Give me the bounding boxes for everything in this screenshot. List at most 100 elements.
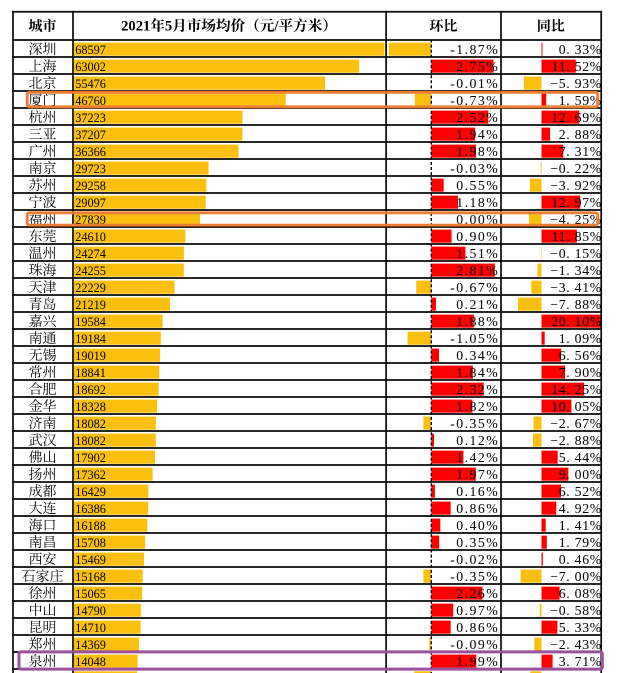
svg-text:−0. 15%: −0. 15%: [550, 246, 602, 261]
svg-text:4. 92%: 4. 92%: [559, 501, 602, 516]
svg-text:2.52%: 2.52%: [456, 110, 499, 125]
svg-text:0. 46%: 0. 46%: [559, 552, 602, 567]
svg-text:0.86%: 0.86%: [456, 620, 499, 635]
svg-text:0.90%: 0.90%: [456, 229, 499, 244]
svg-text:-1.05%: -1.05%: [450, 331, 499, 346]
svg-text:9. 00%: 9. 00%: [559, 467, 602, 482]
svg-text:-0.01%: -0.01%: [450, 76, 499, 91]
svg-text:1. 09%: 1. 09%: [559, 331, 602, 346]
svg-text:5. 44%: 5. 44%: [559, 450, 602, 465]
svg-text:0. 33%: 0. 33%: [559, 42, 602, 57]
svg-text:0.55%: 0.55%: [456, 178, 499, 193]
svg-text:37207: 37207: [75, 128, 106, 142]
svg-text:-0.03%: -0.03%: [450, 161, 499, 176]
svg-text:1.82%: 1.82%: [456, 399, 499, 414]
svg-text:16429: 16429: [75, 485, 106, 499]
svg-text:1.84%: 1.84%: [456, 365, 499, 380]
svg-text:15469: 15469: [75, 553, 106, 567]
svg-text:1.42%: 1.42%: [456, 450, 499, 465]
svg-text:11. 85%: 11. 85%: [552, 229, 602, 244]
svg-text:19184: 19184: [75, 332, 106, 346]
svg-text:/: /: [273, 19, 279, 35]
svg-text:15708: 15708: [75, 536, 106, 550]
svg-text:6. 08%: 6. 08%: [559, 586, 602, 601]
svg-text:16188: 16188: [75, 519, 106, 533]
svg-text:-0.09%: -0.09%: [450, 637, 499, 652]
svg-text:−2. 67%: −2. 67%: [550, 416, 602, 431]
svg-text:-0.73%: -0.73%: [450, 93, 499, 108]
svg-text:18841: 18841: [75, 366, 106, 380]
svg-text:−3. 41%: −3. 41%: [550, 280, 602, 295]
svg-text:18082: 18082: [75, 417, 106, 431]
svg-text:18082: 18082: [75, 434, 106, 448]
svg-text:1.98%: 1.98%: [456, 144, 499, 159]
svg-text:-1.87%: -1.87%: [450, 42, 499, 57]
svg-text:3. 71%: 3. 71%: [559, 654, 602, 669]
svg-text:1.51%: 1.51%: [456, 246, 499, 261]
svg-text:24274: 24274: [75, 247, 106, 261]
svg-text:14790: 14790: [75, 604, 106, 618]
svg-text:−3. 92%: −3. 92%: [550, 178, 602, 193]
svg-text:-0.02%: -0.02%: [450, 552, 499, 567]
svg-text:14710: 14710: [75, 621, 106, 635]
svg-text:2.81%: 2.81%: [456, 263, 499, 278]
svg-text:46760: 46760: [75, 94, 106, 108]
svg-text:2.26%: 2.26%: [456, 586, 499, 601]
svg-text:18328: 18328: [75, 400, 106, 414]
svg-text:14048: 14048: [75, 655, 106, 669]
svg-text:−0. 22%: −0. 22%: [550, 161, 602, 176]
svg-text:1. 59%: 1. 59%: [559, 93, 602, 108]
svg-text:0.40%: 0.40%: [456, 518, 499, 533]
svg-text:17902: 17902: [75, 451, 106, 465]
svg-text:1.18%: 1.18%: [456, 195, 499, 210]
svg-text:15168: 15168: [75, 570, 106, 584]
svg-text:63002: 63002: [75, 60, 106, 74]
svg-text:−2. 43%: −2. 43%: [550, 637, 602, 652]
svg-text:29097: 29097: [75, 196, 106, 210]
svg-text:-0.35%: -0.35%: [450, 416, 499, 431]
svg-text:0.12%: 0.12%: [456, 433, 499, 448]
svg-text:5: 5: [165, 19, 172, 35]
svg-text:7. 90%: 7. 90%: [559, 365, 602, 380]
svg-text:0.34%: 0.34%: [456, 348, 499, 363]
svg-text:2.32%: 2.32%: [456, 382, 499, 397]
svg-text:12. 69%: 12. 69%: [551, 110, 602, 125]
svg-text:2.75%: 2.75%: [456, 59, 499, 74]
svg-text:22229: 22229: [75, 281, 106, 295]
svg-text:1.88%: 1.88%: [456, 314, 499, 329]
svg-text:29723: 29723: [75, 162, 106, 176]
svg-text:−2. 88%: −2. 88%: [550, 433, 602, 448]
svg-text:1.99%: 1.99%: [456, 654, 499, 669]
svg-text:27839: 27839: [75, 213, 106, 227]
svg-text:0.00%: 0.00%: [456, 212, 499, 227]
svg-text:6. 56%: 6. 56%: [559, 348, 602, 363]
svg-text:2021: 2021: [121, 19, 150, 35]
svg-text:0.97%: 0.97%: [456, 603, 499, 618]
svg-text:24610: 24610: [75, 230, 106, 244]
svg-text:1. 79%: 1. 79%: [559, 535, 602, 550]
svg-text:14369: 14369: [75, 638, 106, 652]
svg-text:1.97%: 1.97%: [456, 467, 499, 482]
svg-text:24255: 24255: [75, 264, 106, 278]
svg-text:11. 52%: 11. 52%: [552, 59, 602, 74]
svg-text:-0.67%: -0.67%: [450, 280, 499, 295]
svg-text:7. 31%: 7. 31%: [559, 144, 602, 159]
svg-text:17362: 17362: [75, 468, 106, 482]
svg-text:−4. 25%: −4. 25%: [550, 212, 602, 227]
svg-text:−0. 58%: −0. 58%: [550, 603, 602, 618]
svg-text:2. 88%: 2. 88%: [559, 127, 602, 142]
svg-text:1. 41%: 1. 41%: [559, 518, 602, 533]
svg-text:0.21%: 0.21%: [456, 297, 499, 312]
svg-text:-0.35%: -0.35%: [450, 569, 499, 584]
svg-text:68597: 68597: [75, 43, 106, 57]
svg-text:1.94%: 1.94%: [456, 127, 499, 142]
svg-text:19584: 19584: [75, 315, 106, 329]
svg-text:−7. 00%: −7. 00%: [550, 569, 602, 584]
svg-text:5. 33%: 5. 33%: [559, 620, 602, 635]
svg-text:18692: 18692: [75, 383, 106, 397]
svg-text:−5. 93%: −5. 93%: [550, 76, 602, 91]
svg-text:0.16%: 0.16%: [456, 484, 499, 499]
svg-text:10. 05%: 10. 05%: [551, 399, 602, 414]
svg-text:15065: 15065: [75, 587, 106, 601]
svg-text:21219: 21219: [75, 298, 106, 312]
